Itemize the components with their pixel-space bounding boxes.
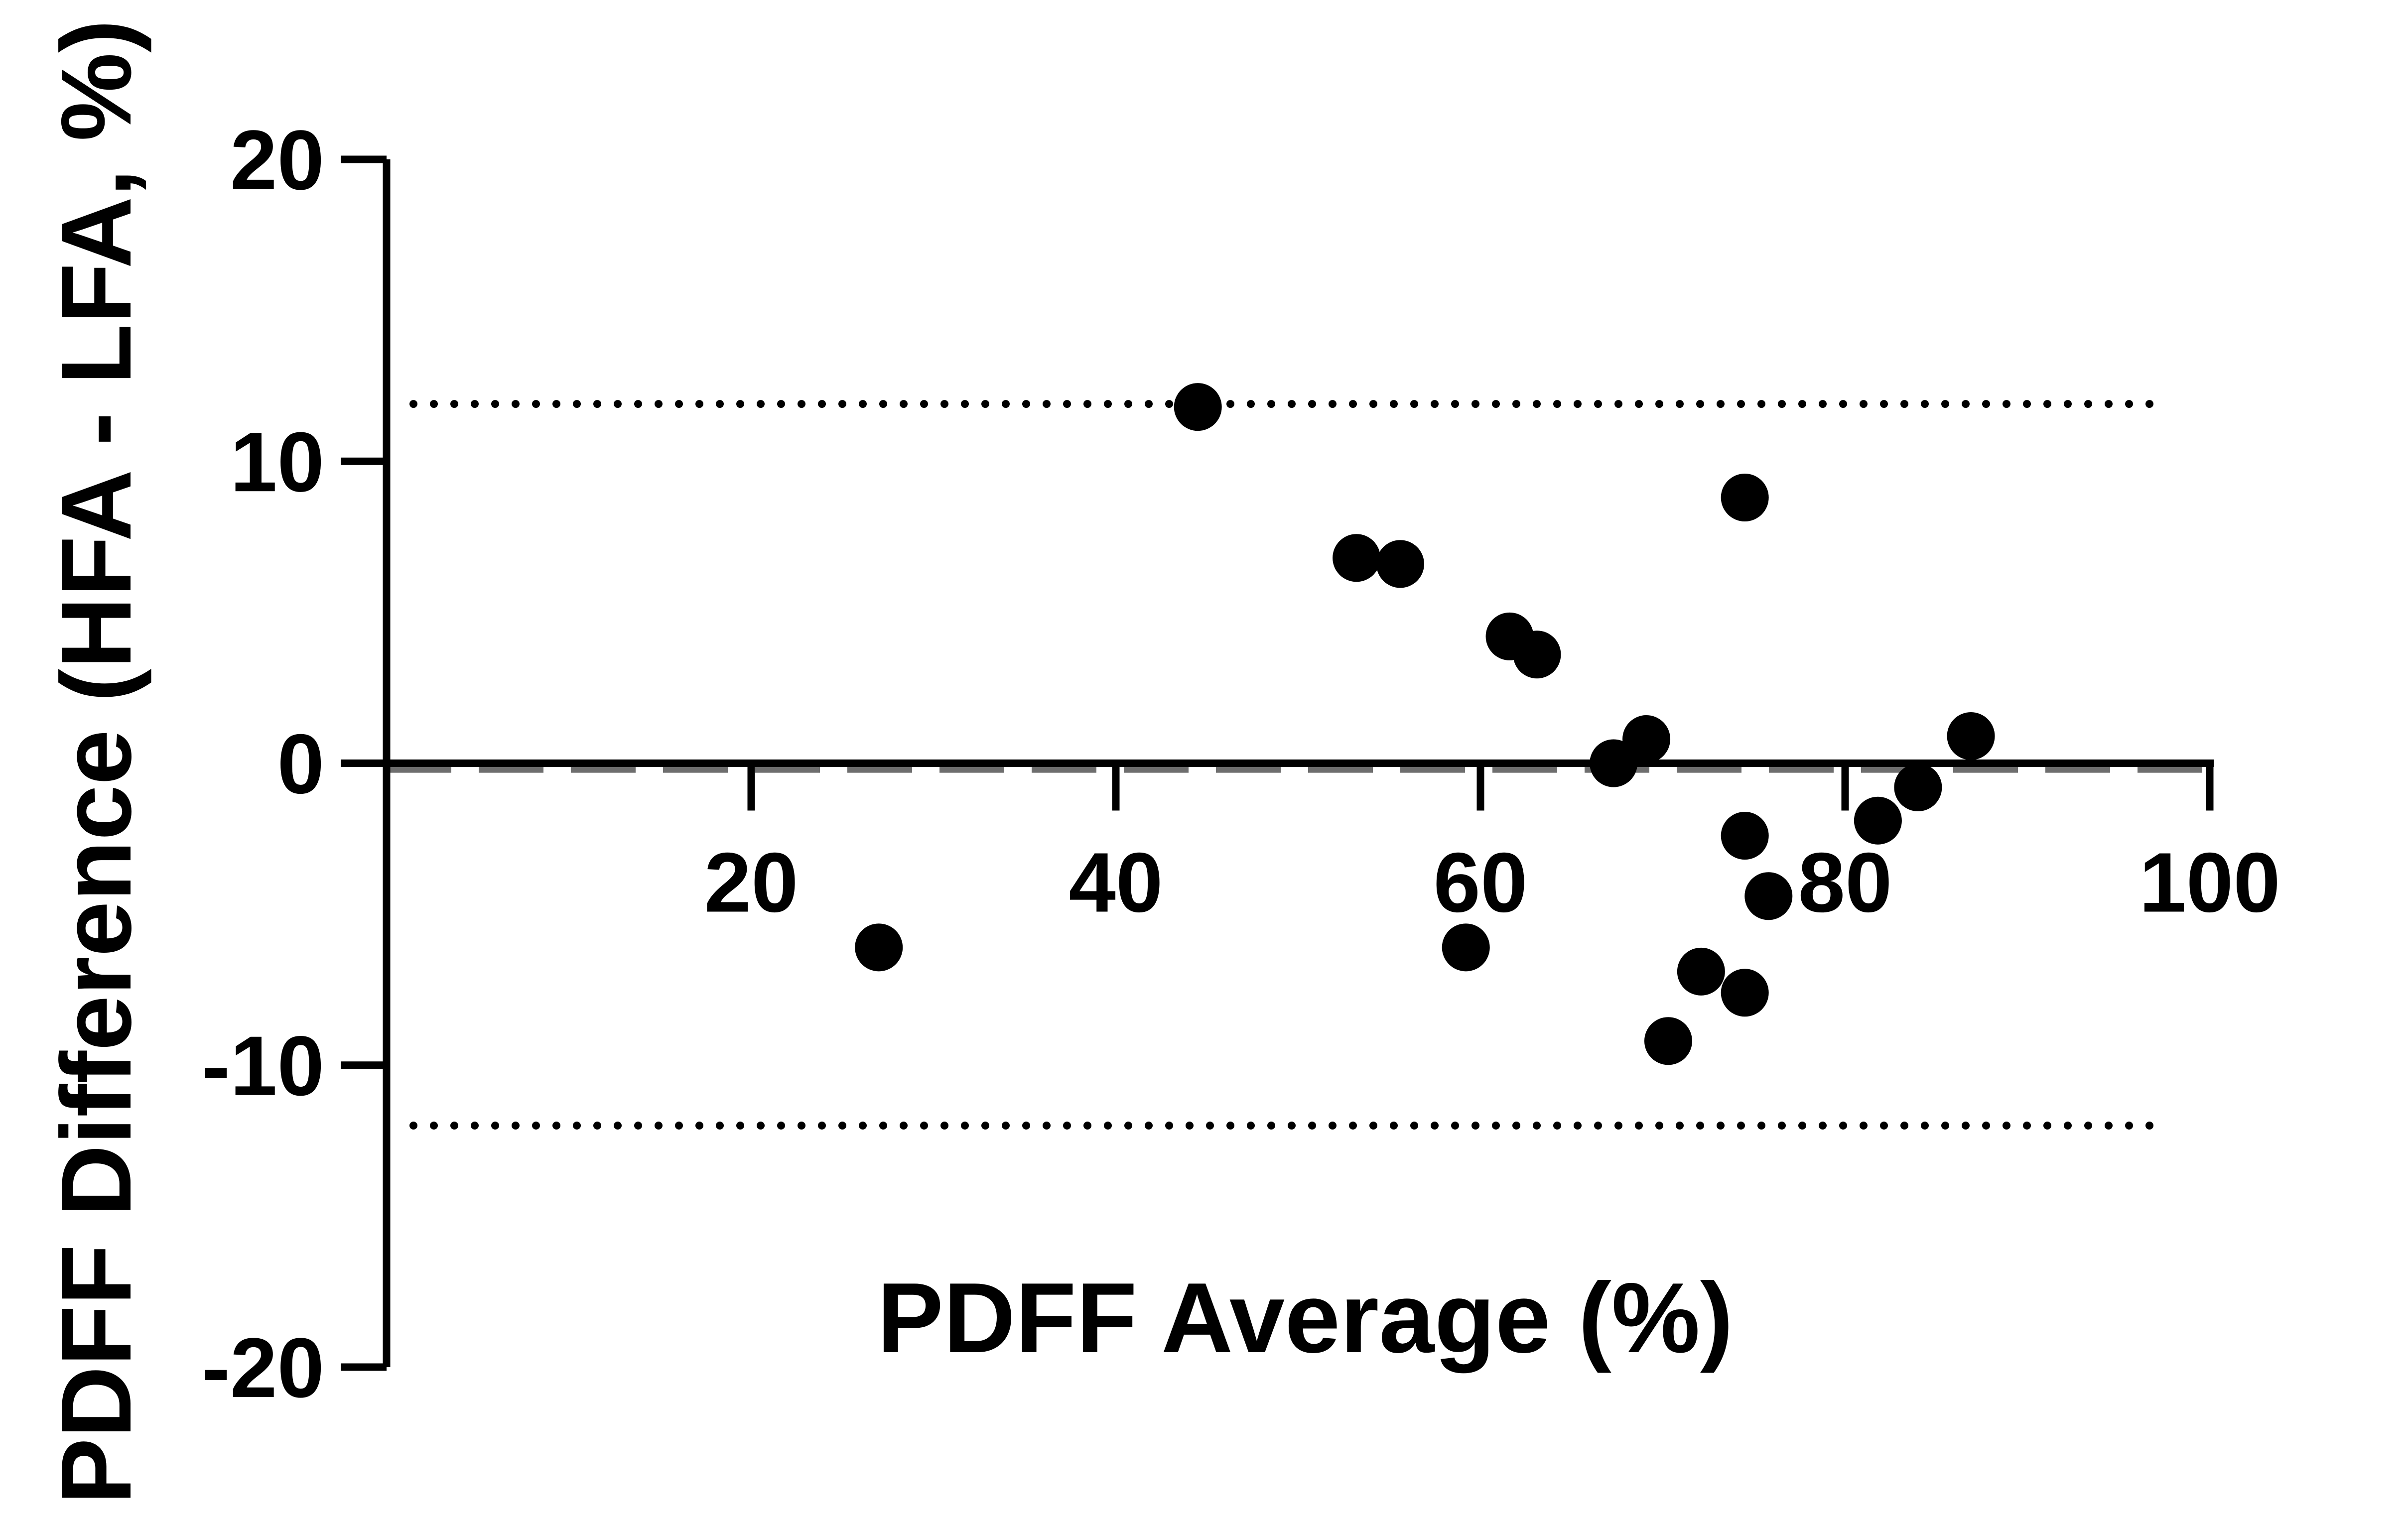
data-points [855,383,1995,1065]
data-point [1677,947,1725,996]
y-tick-label: 10 [230,415,324,509]
data-point [1644,1017,1692,1065]
tick-labels: -20 -10 0 10 20 20 40 60 80 100 [202,113,2280,1415]
data-point [1721,969,1769,1017]
axes [341,155,2214,1371]
data-point [1622,715,1671,763]
x-tick-label: 60 [1433,836,1527,930]
data-point [1174,383,1222,431]
data-point [1854,796,1902,845]
data-point [1894,763,1942,811]
data-point [1376,540,1424,588]
y-axis-title: PDFF Difference (HFA - LFA, %) [41,19,152,1505]
x-tick-label: 40 [1069,836,1163,930]
data-point [1744,872,1793,920]
data-point [1513,631,1561,679]
x-tick-label: 100 [2139,836,2280,930]
y-tick-label: 0 [277,717,324,812]
x-tick-label: 80 [1798,836,1892,930]
data-point [1721,474,1769,521]
data-point [1947,712,1995,760]
data-point [1333,534,1381,582]
data-point [1721,812,1769,860]
data-point [855,923,903,972]
x-axis-title: PDFF Average (%) [877,1263,1734,1374]
y-tick-label: -10 [202,1019,324,1114]
y-tick-label: -20 [202,1321,324,1415]
x-tick-label: 20 [704,836,798,930]
data-point [1442,923,1490,972]
y-tick-label: 20 [230,113,324,208]
data-point [1590,739,1638,787]
